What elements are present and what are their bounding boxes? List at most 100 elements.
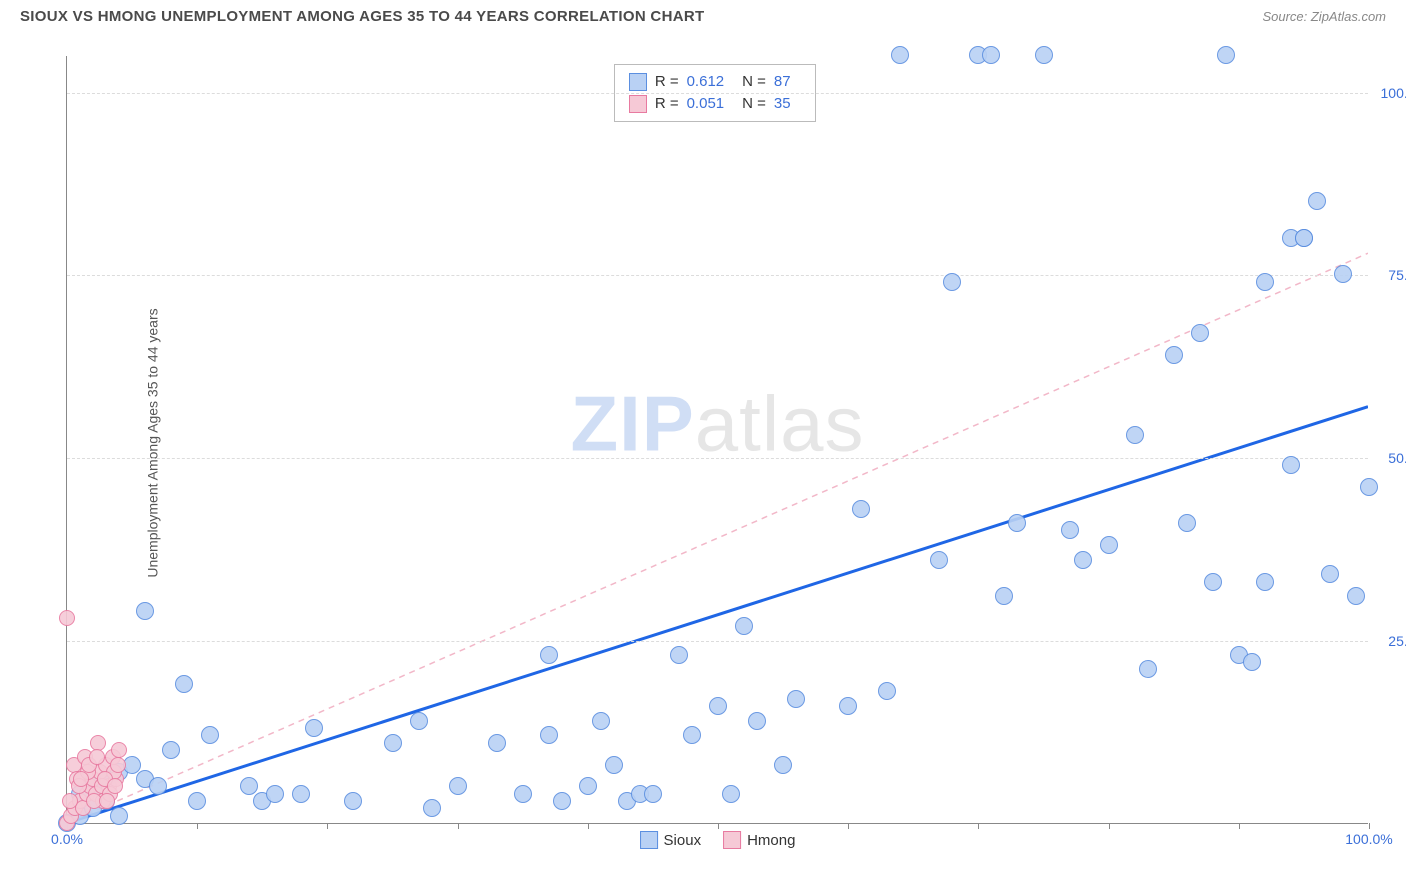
n-label: N = (742, 95, 766, 112)
sioux-point (982, 46, 1000, 64)
hmong-point (107, 778, 123, 794)
watermark: ZIPatlas (570, 379, 864, 470)
sioux-point (162, 741, 180, 759)
sioux-point (175, 675, 193, 693)
hmong-point (73, 771, 89, 787)
stats-row-hmong: R =0.051N =35 (629, 93, 801, 115)
sioux-point (149, 777, 167, 795)
sioux-point (553, 792, 571, 810)
legend-item-sioux: Sioux (640, 831, 702, 849)
hmong-point (90, 735, 106, 751)
sioux-point (735, 617, 753, 635)
hmong-point (62, 793, 78, 809)
legend-label: Sioux (664, 832, 702, 849)
sioux-point (1360, 478, 1378, 496)
n-value: 35 (774, 95, 791, 112)
sioux-point (579, 777, 597, 795)
sioux-point (201, 726, 219, 744)
sioux-point (1308, 192, 1326, 210)
hmong-point (99, 793, 115, 809)
hmong-point (89, 749, 105, 765)
x-tick-label: 100.0% (1345, 831, 1392, 847)
sioux-point (1178, 514, 1196, 532)
x-tick (1109, 823, 1110, 829)
sioux-point (1139, 660, 1157, 678)
sioux-point (410, 712, 428, 730)
gridline (67, 275, 1368, 276)
x-tick (197, 823, 198, 829)
hmong-point (110, 757, 126, 773)
gridline (67, 458, 1368, 459)
sioux-point (1347, 587, 1365, 605)
r-label: R = (655, 73, 679, 90)
hmong-point (59, 610, 75, 626)
sioux-point (605, 756, 623, 774)
x-tick (588, 823, 589, 829)
x-tick (718, 823, 719, 829)
sioux-point (774, 756, 792, 774)
sioux-point (787, 690, 805, 708)
hmong-swatch-icon (723, 831, 741, 849)
sioux-point (188, 792, 206, 810)
sioux-point (943, 273, 961, 291)
legend-label: Hmong (747, 832, 795, 849)
chart-container: Unemployment Among Ages 35 to 44 years Z… (48, 38, 1388, 848)
y-tick-label: 50.0% (1388, 450, 1406, 466)
y-tick-label: 75.0% (1388, 267, 1406, 283)
sioux-point (839, 697, 857, 715)
hmong-trend-line (67, 253, 1368, 823)
sioux-point (1165, 346, 1183, 364)
sioux-point (1295, 229, 1313, 247)
sioux-point (240, 777, 258, 795)
sioux-point (123, 756, 141, 774)
r-value: 0.612 (687, 73, 725, 90)
sioux-point (514, 785, 532, 803)
sioux-point (644, 785, 662, 803)
sioux-trend-line (67, 407, 1368, 823)
sioux-point (1035, 46, 1053, 64)
gridline (67, 641, 1368, 642)
sioux-point (722, 785, 740, 803)
sioux-point (305, 719, 323, 737)
sioux-point (449, 777, 467, 795)
sioux-point (110, 807, 128, 825)
sioux-point (683, 726, 701, 744)
sioux-point (1191, 324, 1209, 342)
sioux-point (670, 646, 688, 664)
n-label: N = (742, 73, 766, 90)
stats-row-sioux: R = 0.612 N = 87 (629, 71, 801, 93)
sioux-point (1334, 265, 1352, 283)
series-legend: Sioux Hmong (640, 831, 796, 849)
sioux-point (1074, 551, 1092, 569)
sioux-point (266, 785, 284, 803)
n-value: 87 (774, 73, 791, 90)
x-tick (978, 823, 979, 829)
sioux-point (1008, 514, 1026, 532)
x-tick (458, 823, 459, 829)
source-attribution: Source: ZipAtlas.com (1262, 9, 1386, 24)
sioux-point (592, 712, 610, 730)
sioux-point (995, 587, 1013, 605)
r-label: R = (655, 95, 679, 112)
sioux-point (344, 792, 362, 810)
plot-area: ZIPatlas R =0.612N =87R =0.051N =35 Siou… (66, 56, 1368, 824)
x-tick (1239, 823, 1240, 829)
sioux-point (930, 551, 948, 569)
sioux-point (540, 726, 558, 744)
sioux-point (136, 602, 154, 620)
y-tick-label: 100.0% (1381, 85, 1406, 101)
sioux-point (384, 734, 402, 752)
hmong-swatch-icon (629, 95, 647, 113)
sioux-point (1243, 653, 1261, 671)
x-tick-label: 0.0% (51, 831, 83, 847)
chart-title: SIOUX VS HMONG UNEMPLOYMENT AMONG AGES 3… (20, 8, 704, 25)
sioux-point (292, 785, 310, 803)
y-tick-label: 25.0% (1388, 633, 1406, 649)
sioux-point (1100, 536, 1118, 554)
sioux-point (1282, 456, 1300, 474)
x-tick (1369, 823, 1370, 829)
sioux-point (423, 799, 441, 817)
x-tick (848, 823, 849, 829)
sioux-point (1256, 573, 1274, 591)
gridline (67, 93, 1368, 94)
